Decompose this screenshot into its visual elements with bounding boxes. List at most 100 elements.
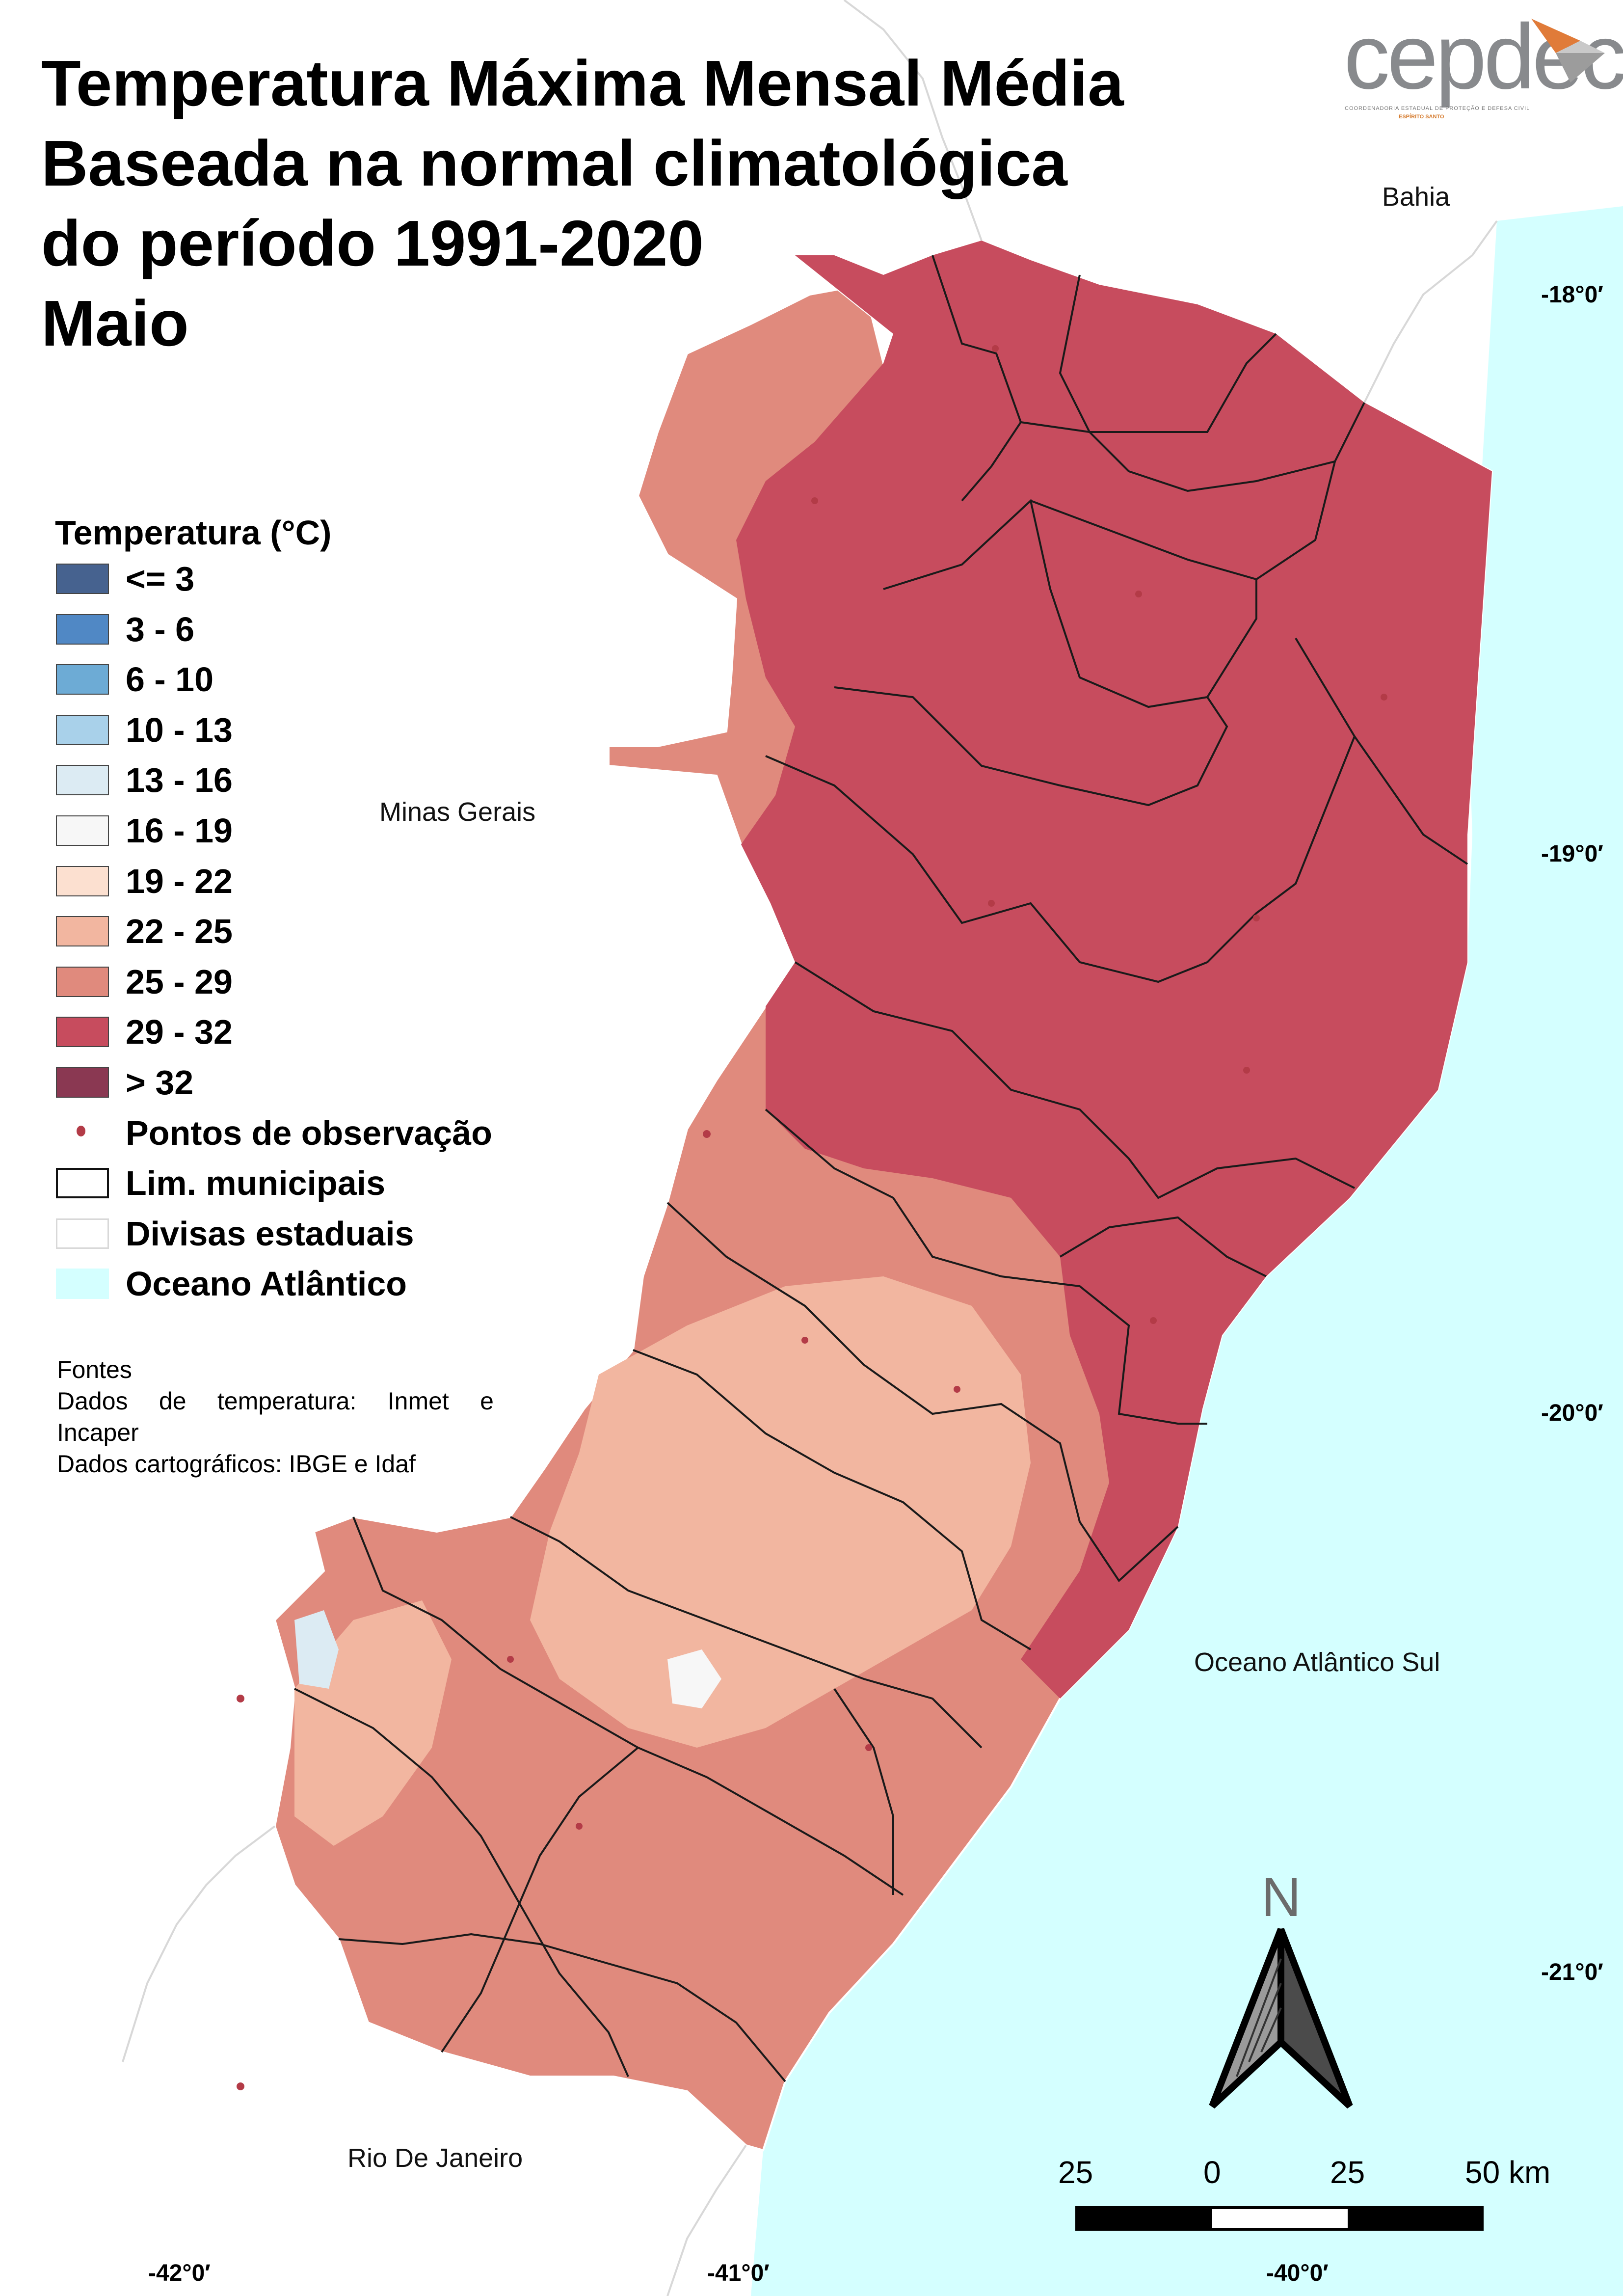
atlantic-ocean <box>751 206 1623 2296</box>
lon-label-40: -40°0′ <box>1266 2260 1329 2286</box>
observation-point <box>237 2082 244 2090</box>
legend-item: 19 - 22 <box>55 860 331 911</box>
lon-label-41: -41°0′ <box>707 2260 770 2286</box>
cold-spot-serra <box>667 1649 721 1708</box>
legend-swatch <box>56 916 109 947</box>
legend-item: 13 - 16 <box>55 759 331 810</box>
sources-temperature-line2: Incaper <box>57 1419 139 1446</box>
logo-subtitle: COORDENADORIA ESTADUAL DE PROTEÇÃO E DEF… <box>1345 106 1530 111</box>
observation-point <box>954 1386 960 1393</box>
legend-label: > 32 <box>126 1063 194 1102</box>
sources-heading: Fontes <box>57 1356 132 1383</box>
legend: Temperatura (°C) <= 3 3 - 6 6 - 10 10 - 13 1… <box>55 511 492 1313</box>
legend-label: 22 - 25 <box>126 912 233 951</box>
observation-point <box>1243 1067 1250 1074</box>
legend-swatch <box>56 865 109 896</box>
lat-label-20: -20°0′ <box>1541 1400 1603 1426</box>
legend-label: 16 - 19 <box>126 811 233 850</box>
legend-label: 19 - 22 <box>126 862 233 900</box>
label-minas-gerais: Minas Gerais <box>379 797 536 827</box>
legend-label: 3 - 6 <box>126 610 195 648</box>
title-line-3: do período 1991-2020 <box>41 207 704 279</box>
legend-label: Oceano Atlântico <box>126 1265 407 1303</box>
legend-swatch <box>56 614 109 645</box>
observation-point <box>237 1695 244 1702</box>
logo-arrow-icon <box>1531 19 1605 82</box>
label-ocean: Oceano Atlântico Sul <box>1194 1648 1440 1677</box>
sources-temperature-line1: Dados de temperatura: Inmet e <box>57 1387 494 1415</box>
legend-item: 16 - 19 <box>55 810 331 860</box>
legend-item: 6 - 10 <box>55 658 331 709</box>
observation-point <box>1381 694 1387 701</box>
observation-point <box>865 1744 872 1751</box>
legend-swatch <box>56 1017 109 1048</box>
observation-point <box>801 1337 808 1344</box>
ocean-swatch <box>56 1269 109 1299</box>
sources-cartography: Dados cartográficos: IBGE e Idaf <box>57 1450 416 1478</box>
scale-tick-zero: 0 <box>1203 2155 1221 2190</box>
label-rio-de-janeiro: Rio De Janeiro <box>347 2143 523 2173</box>
observation-point <box>1150 1317 1157 1324</box>
scale-tick-right: 25 <box>1330 2155 1365 2190</box>
legend-swatch <box>56 1067 109 1098</box>
municipal-boundaries <box>294 255 1468 2082</box>
title-line-month: Maio <box>41 287 189 359</box>
scale-tick-left: 25 <box>1058 2155 1093 2190</box>
legend-label: <= 3 <box>126 560 195 598</box>
municipal-boundary-swatch <box>56 1168 109 1199</box>
legend-item: Lim. municipais <box>55 1162 385 1213</box>
legend-title: Temperatura (°C) <box>55 513 332 552</box>
legend-label: Pontos de observação <box>126 1113 492 1152</box>
lon-label-42: -42°0′ <box>148 2260 211 2286</box>
legend-item: <= 3 <box>55 558 331 608</box>
observation-point <box>1135 591 1142 597</box>
legend-item: 29 - 32 <box>55 1011 331 1061</box>
legend-item: Oceano Atlântico <box>55 1263 407 1313</box>
cepdec-logo: cepdec COORDENADORIA ESTADUAL DE PROTEÇÃ… <box>1340 5 1623 125</box>
legend-item: 10 - 13 <box>55 709 331 759</box>
north-label: N <box>1261 1866 1301 1928</box>
map-title: Temperatura Máxima Mensal Média Baseada … <box>41 43 1219 363</box>
legend-item: Divisas estaduais <box>55 1213 414 1263</box>
observation-point <box>507 1656 514 1663</box>
scale-tick-end: 50 km <box>1465 2155 1551 2190</box>
sources-block: Fontes Dados de temperatura: Inmet e Inc… <box>57 1354 494 1480</box>
observation-point <box>1253 915 1260 921</box>
observation-point <box>576 1823 583 1830</box>
observation-point <box>703 1130 711 1138</box>
observation-points <box>237 345 1387 2090</box>
legend-swatch <box>56 564 109 594</box>
north-arrow <box>1209 1928 1353 2109</box>
legend-swatch <box>56 664 109 695</box>
legend-swatch <box>56 714 109 745</box>
legend-item: Pontos de observação <box>55 1112 492 1162</box>
legend-label: 25 - 29 <box>126 962 233 1001</box>
legend-item: 22 - 25 <box>55 910 331 961</box>
observation-point <box>992 345 999 352</box>
state-borders <box>122 0 1498 2296</box>
logo-state: ESPÍRITO SANTO <box>1399 114 1444 120</box>
legend-label: 10 - 13 <box>126 710 233 749</box>
lat-label-21: -21°0′ <box>1541 1959 1603 1985</box>
scale-bar <box>1075 2206 1484 2231</box>
observation-point-icon <box>77 1125 85 1136</box>
legend-item: 25 - 29 <box>55 961 331 1011</box>
label-bahia: Bahia <box>1382 182 1450 212</box>
title-line-2: Baseada na normal climatológica <box>41 127 1067 199</box>
legend-swatch <box>56 765 109 796</box>
hot-zone-north <box>736 241 1492 1699</box>
state-boundary-swatch <box>56 1218 109 1249</box>
observation-point <box>988 900 995 907</box>
legend-item: > 32 <box>55 1061 331 1112</box>
lat-label-18: -18°0′ <box>1541 282 1603 308</box>
lat-label-19: -19°0′ <box>1541 841 1603 867</box>
legend-label: 29 - 32 <box>126 1013 233 1052</box>
legend-label: 6 - 10 <box>126 660 213 699</box>
legend-label: 13 - 16 <box>126 761 233 800</box>
legend-swatch <box>56 815 109 846</box>
legend-rows: <= 3 3 - 6 6 - 10 10 - 13 13 - 16 16 - 19 19 -… <box>55 558 492 1313</box>
legend-item: 3 - 6 <box>55 608 331 659</box>
observation-point <box>811 497 818 504</box>
cold-spot-caparao <box>294 1610 339 1689</box>
